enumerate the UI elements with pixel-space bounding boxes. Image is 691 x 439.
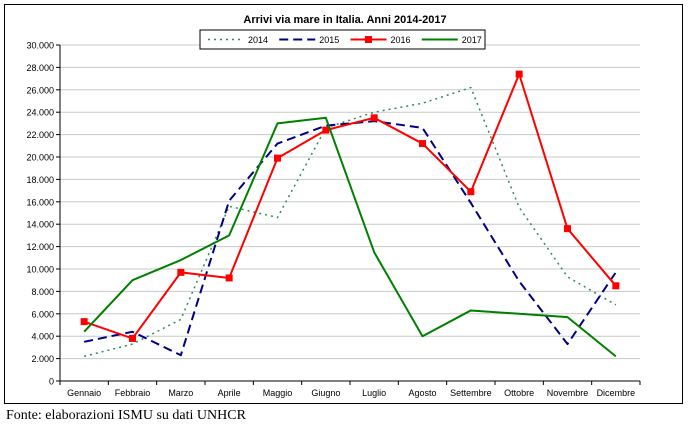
legend-label: 2017 xyxy=(462,35,482,45)
legend-label: 2015 xyxy=(319,35,339,45)
x-tick-label: Dicembre xyxy=(597,388,636,398)
data-point xyxy=(515,70,523,78)
y-tick-label: 26.000 xyxy=(26,85,54,95)
y-tick-label: 6.000 xyxy=(31,309,54,319)
data-point xyxy=(370,114,378,122)
legend-box xyxy=(199,29,486,50)
data-point xyxy=(564,225,571,233)
data-point xyxy=(129,334,136,342)
y-tick-label: 30.000 xyxy=(26,41,54,51)
x-tick-label: Luglio xyxy=(362,388,386,398)
y-tick-label: 18.000 xyxy=(26,175,54,185)
y-tick-label: 0 xyxy=(49,377,54,387)
plot-area: 0 2.000 4.000 6.000 8.000 10.000 12.000 14.000 1… xyxy=(26,41,641,398)
y-tick-label: 2.000 xyxy=(31,354,54,364)
y-tick-label: 22.000 xyxy=(26,130,54,140)
y-tick-label: 8.000 xyxy=(31,287,54,297)
data-point xyxy=(612,282,620,290)
data-point xyxy=(225,274,233,282)
data-point xyxy=(274,154,281,162)
x-tick-label: Marzo xyxy=(168,388,193,398)
y-tick-label: 16.000 xyxy=(26,197,54,207)
y-tick-label: 12.000 xyxy=(26,242,54,252)
series-line-2014 xyxy=(83,86,617,358)
x-tick-label: Maggio xyxy=(263,388,293,398)
series-line-2017 xyxy=(83,116,617,358)
series-line-2016 xyxy=(83,73,617,340)
x-tick-label: Ottobre xyxy=(504,388,534,398)
chart-frame xyxy=(4,4,683,404)
data-point xyxy=(419,140,426,148)
data-point xyxy=(467,188,475,196)
x-tick-label: Febbraio xyxy=(115,388,151,398)
y-tick-label: 10.000 xyxy=(26,265,54,275)
series-line-2015 xyxy=(83,120,617,357)
legend-marker xyxy=(365,36,372,43)
y-tick-label: 24.000 xyxy=(26,108,54,118)
x-tick-label: Gennaio xyxy=(67,388,101,398)
x-tick-label: Giugno xyxy=(311,388,340,398)
legend-label: 2016 xyxy=(391,35,411,45)
chart-title: Arrivi via mare in Italia. Anni 2014-201… xyxy=(243,14,446,26)
legend-label: 2014 xyxy=(248,35,268,45)
x-tick-label: Novembre xyxy=(547,388,589,398)
y-tick-label: 28.000 xyxy=(26,63,54,73)
y-tick-label: 14.000 xyxy=(26,220,54,230)
data-point xyxy=(177,268,185,276)
x-tick-label: Aprile xyxy=(218,388,241,398)
data-point xyxy=(80,318,88,326)
data-point xyxy=(322,126,330,134)
y-tick-label: 20.000 xyxy=(26,153,54,163)
legend: 2014 2015 2016 2017 xyxy=(199,29,486,50)
source-note: Fonte: elaborazioni ISMU su dati UNHCR xyxy=(6,408,246,423)
y-tick-label: 4.000 xyxy=(31,332,54,342)
x-tick-label: Settembre xyxy=(450,388,492,398)
x-tick-label: Agosto xyxy=(408,388,436,398)
line-chart: Arrivi via mare in Italia. Anni 2014-201… xyxy=(26,14,641,398)
